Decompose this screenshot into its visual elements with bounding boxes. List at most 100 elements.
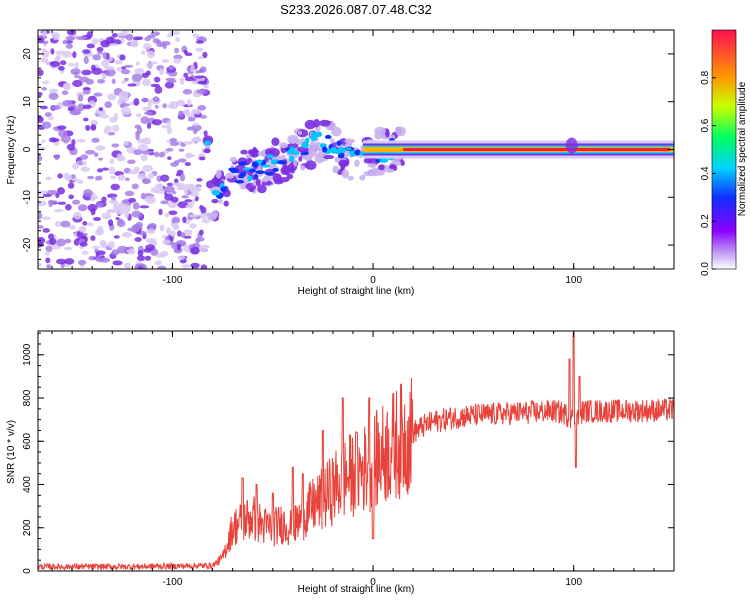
spectrogram-noise-blob [124,64,134,68]
spectrogram-signal-blob [262,175,269,183]
spectrogram-signal-core [204,140,211,146]
spectrogram-noise-blob [66,143,76,151]
spectrogram-noise-blob [97,78,106,84]
spectrogram-noise-blob [185,154,196,158]
spectrogram-noise-blob [137,138,147,144]
spectrogram-noise-blob [183,229,193,237]
spectrogram-noise-blob [55,192,60,198]
spectrogram-noise-blob [64,238,72,244]
spectrogram-signal-blob [218,199,223,204]
spectrogram-signal-blob [319,119,331,127]
spectrogram-noise-blob [199,211,208,220]
spectrogram-noise-blob [184,199,193,203]
spectrogram-y-tick-label: -20 [22,237,33,252]
spectrogram-signal-blob [304,119,316,130]
spectrogram-signal-core [247,175,253,182]
spectrogram-noise-blob [137,266,144,269]
spectrogram-signal-blob [255,178,261,187]
spectrogram-signal-blob [298,156,303,162]
spectrogram-noise-blob [61,90,69,96]
spectrogram-noise-blob [171,216,181,224]
spectrogram-signal-blob [225,172,235,179]
spectrogram-noise-blob [48,88,59,93]
spectrogram-noise-blob [198,156,206,161]
spectrogram-noise-blob [80,154,89,160]
spectrogram-signal-blob [344,138,355,144]
spectrogram-noise-blob [195,40,204,44]
spectrogram-noise-blob [183,141,194,145]
spectrogram-noise-blob [97,51,103,55]
spectrogram-noise-blob [65,40,73,44]
spectrogram-noise-blob [154,85,163,94]
spectrogram-signal-blob [378,164,385,171]
spectrogram-noise-blob [112,124,120,132]
spectrogram-noise-blob [99,257,111,263]
spectrogram-noise-blob [54,154,59,161]
spectrogram-noise-blob [95,202,104,208]
spectrogram-noise-blob [147,99,152,108]
spectrogram-y-label: Frequency (Hz) [6,116,17,185]
spectrogram-noise-blob [75,91,86,97]
spectrogram-noise-blob [102,51,108,59]
spectrogram-noise-blob [49,238,57,246]
spectrogram-signal-core [270,159,280,165]
spectrogram-noise-blob [45,250,50,256]
spectrogram-noise-blob [42,80,50,85]
colorbar-tick-label: 0.6 [700,118,711,132]
spectrogram-noise-blob [141,97,149,103]
spectrogram-y-tick-label: 0 [22,146,33,152]
spectrogram-noise-blob [46,189,58,196]
spectrogram-noise-blob [104,125,112,132]
spectrogram-noise-blob [162,103,167,109]
spectrogram-signal-core [340,147,346,154]
spectrogram-y-ticks: -20 -10 0 10 20 [22,29,674,270]
spectrogram-signal-blob [323,154,335,160]
spectrogram-noise-blob [100,39,111,48]
spectrogram-noise-blob [110,175,117,180]
spectrogram-noise-blob [113,112,119,121]
spectrogram-signal-core [238,161,247,166]
spectrogram-noise-blob [95,175,103,181]
spectrogram-noise-blob [78,161,83,165]
spectrogram-noise-blob [51,105,61,111]
colorbar-ticks: 0.0 0.2 0.4 0.6 0.8 [700,70,716,276]
spectrogram-noise-blob [60,220,71,228]
spectrogram-noise-blob [135,36,144,41]
spectrogram-noise-blob [194,75,205,79]
spectrogram-noise-blob [101,212,112,220]
spectrogram-noise-blob [107,93,117,101]
spectrogram-signal-core [345,147,352,151]
spectrogram-noise-blob [135,113,142,118]
spectrogram-y-tick-label: 10 [22,96,33,108]
spectrogram-noise-blob [159,68,165,75]
spectrogram-noise-blob [199,204,204,210]
spectrogram-signal-core [211,189,220,196]
spectrogram-signal-blob [203,148,211,154]
spectrogram-noise-blob [80,166,91,172]
spectrogram-noise-blob [162,239,171,245]
spectrogram-noise-blob [121,66,127,70]
spectrogram-noise-blob [56,187,66,195]
spectrogram-signal-blob [332,165,339,174]
spectrogram-noise-blob [67,182,75,189]
spectrogram-noise-blob [203,130,208,137]
spectrogram-signal-core [230,168,239,174]
spectrogram-noise-blob [91,137,100,143]
spectrogram-noise-blob [72,79,83,88]
spectrogram-y-tick-label: 20 [22,48,33,60]
spectrogram-noise-blob [127,159,136,164]
spectrogram-noise-blob [123,141,129,146]
spectrogram-noise-blob [112,260,123,266]
spectrogram-noise-blob [45,61,50,65]
spectrogram-signal-blob [246,157,253,163]
spectrogram-noise-blob [70,68,81,75]
spectrogram-noise-blob [176,101,186,107]
spectrogram-noise-blob [57,65,65,71]
spectrogram-noise-blob [55,258,67,265]
spectrogram-noise-blob [195,47,204,52]
spectrogram-noise-blob [101,60,110,68]
colorbar-gradient [711,29,737,270]
snr-y-tick-label: 800 [22,389,33,406]
spectrogram-y-tick-label: -10 [22,190,33,205]
spectrogram-noise-blob [77,94,84,102]
